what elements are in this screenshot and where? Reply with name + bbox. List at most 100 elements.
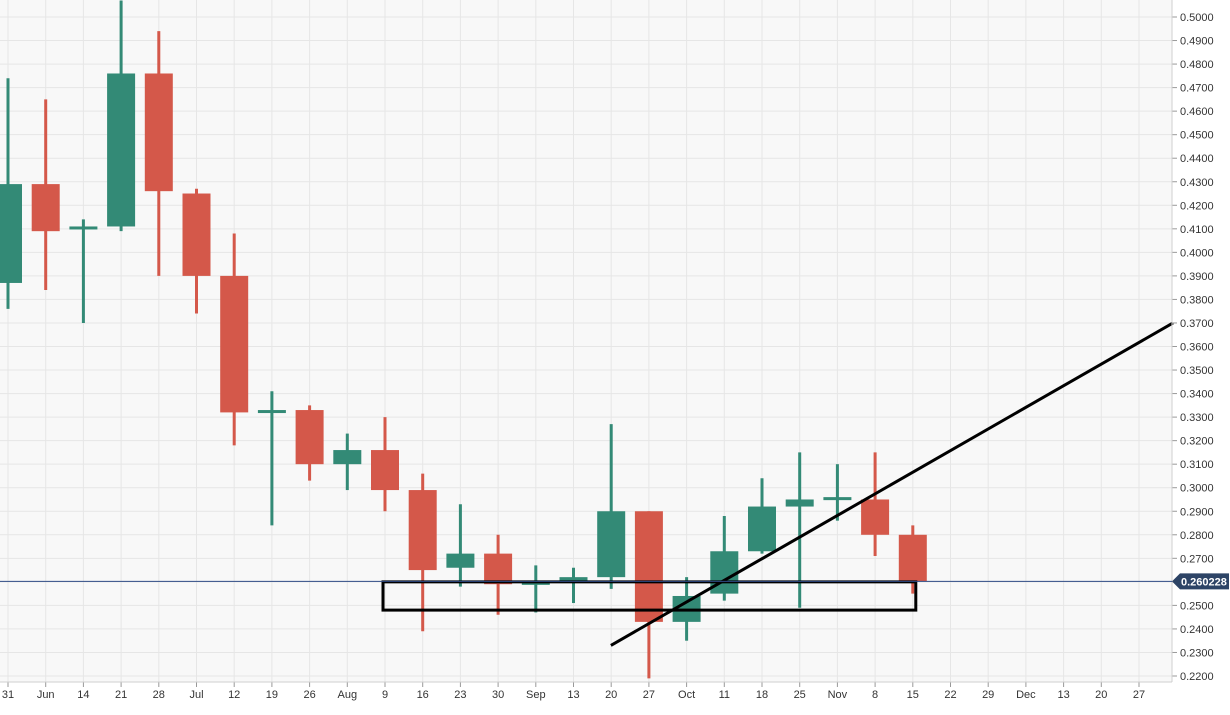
candle-9 xyxy=(371,417,399,512)
candle-body xyxy=(144,73,173,192)
y-tick-label: 0.3100 xyxy=(1180,459,1214,471)
candle-body xyxy=(898,534,927,582)
current-price-tag xyxy=(1172,573,1229,590)
candle-31 xyxy=(0,78,22,309)
candle-body xyxy=(333,450,362,465)
y-tick-label: 0.3700 xyxy=(1180,318,1214,330)
y-tick-label: 0.4700 xyxy=(1180,83,1214,95)
y-tick-label: 0.4600 xyxy=(1180,106,1214,118)
x-tick-label: 26 xyxy=(303,689,315,701)
candle-21 xyxy=(107,0,136,232)
x-tick-label: 15 xyxy=(907,689,919,701)
candle-body xyxy=(861,499,890,535)
x-tick-label: 20 xyxy=(1095,689,1107,701)
candle-body xyxy=(446,553,475,568)
candle-16 xyxy=(408,473,437,632)
x-tick-label: 8 xyxy=(872,689,878,701)
annotations xyxy=(381,321,1174,647)
candle-body xyxy=(408,490,437,571)
x-tick-label: 14 xyxy=(77,689,89,701)
x-tick-label: 30 xyxy=(492,689,504,701)
y-tick-label: 0.3500 xyxy=(1180,365,1214,377)
y-tick-label: 0.4900 xyxy=(1180,36,1214,48)
x-tick-label: 27 xyxy=(1133,689,1145,701)
candle-27 xyxy=(634,511,663,679)
y-tick-label: 0.2500 xyxy=(1180,600,1214,612)
grid xyxy=(0,0,1172,682)
candle-body xyxy=(634,511,663,622)
candle-body xyxy=(521,581,550,585)
x-tick-label: Nov xyxy=(828,689,848,701)
x-tick-label: Sep xyxy=(526,689,546,701)
x-tick-label: 19 xyxy=(266,689,278,701)
candle-Jul xyxy=(182,188,211,314)
y-tick-label: 0.3900 xyxy=(1180,271,1214,283)
candle-body xyxy=(823,497,852,501)
plot-background xyxy=(0,0,1172,682)
y-tick-label: 0.4500 xyxy=(1180,130,1214,142)
x-tick-label: 21 xyxy=(115,689,127,701)
x-tick-label: 28 xyxy=(153,689,165,701)
y-tick-label: 0.2800 xyxy=(1180,530,1214,542)
x-tick-label: 22 xyxy=(944,689,956,701)
y-tick-label: 0.3000 xyxy=(1180,483,1214,495)
x-tick-label: 20 xyxy=(605,689,617,701)
candle-26 xyxy=(295,405,324,481)
candle-19 xyxy=(257,391,286,526)
candle-body xyxy=(257,410,286,414)
candle-body xyxy=(484,553,513,585)
candle-14 xyxy=(69,219,98,323)
y-tick-label: 0.2700 xyxy=(1180,553,1214,565)
candle-8 xyxy=(861,452,890,556)
x-tick-label: 23 xyxy=(454,689,466,701)
y-tick-label: 0.3300 xyxy=(1180,412,1214,424)
y-tick-label: 0.5000 xyxy=(1180,12,1214,24)
candle-body xyxy=(371,450,399,491)
y-tick-label: 0.4000 xyxy=(1180,247,1214,259)
candle-30 xyxy=(484,534,513,615)
y-tick-label: 0.4800 xyxy=(1180,59,1214,71)
candle-body xyxy=(69,226,98,230)
y-tick-label: 0.2400 xyxy=(1180,624,1214,636)
candles xyxy=(0,0,927,679)
current-price-marker: 0.260228 xyxy=(0,573,1229,590)
x-tick-label: Jul xyxy=(189,689,203,701)
candle-Jun xyxy=(31,99,60,291)
x-tick-label: 16 xyxy=(417,689,429,701)
y-axis: 0.22000.23000.24000.25000.26000.27000.28… xyxy=(1171,0,1214,683)
trendline xyxy=(610,321,1174,647)
candle-12 xyxy=(220,233,249,446)
y-tick-label: 0.3400 xyxy=(1180,389,1214,401)
current-price-label: 0.260228 xyxy=(1181,576,1227,588)
candle-20 xyxy=(597,424,626,589)
candle-Sep xyxy=(521,565,550,613)
support-zone-box xyxy=(381,580,918,612)
x-tick-label: 29 xyxy=(982,689,994,701)
candle-body xyxy=(31,184,60,232)
y-tick-label: 0.3600 xyxy=(1180,342,1214,354)
candle-28 xyxy=(144,31,173,276)
candle-body xyxy=(107,73,136,227)
candle-body xyxy=(0,184,22,283)
y-tick-label: 0.2200 xyxy=(1180,671,1214,683)
x-tick-label: 18 xyxy=(756,689,768,701)
x-tick-label: Oct xyxy=(678,689,695,701)
x-tick-label: Dec xyxy=(1016,689,1036,701)
x-tick-label: Aug xyxy=(338,689,358,701)
y-tick-label: 0.3800 xyxy=(1180,294,1214,306)
candle-15 xyxy=(898,525,927,594)
x-tick-label: 25 xyxy=(794,689,806,701)
candle-18 xyxy=(748,478,776,554)
y-tick-label: 0.2900 xyxy=(1180,506,1214,518)
x-tick-label: 13 xyxy=(567,689,579,701)
candle-body xyxy=(295,410,324,465)
y-tick-label: 0.4300 xyxy=(1180,177,1214,189)
x-tick-label: 11 xyxy=(719,689,730,701)
x-tick-label: 9 xyxy=(382,689,388,701)
x-tick-label: 27 xyxy=(643,689,655,701)
candle-body xyxy=(220,275,249,413)
candle-Aug xyxy=(333,433,362,491)
y-tick-label: 0.4100 xyxy=(1180,224,1214,236)
x-tick-label: Jun xyxy=(37,689,55,701)
